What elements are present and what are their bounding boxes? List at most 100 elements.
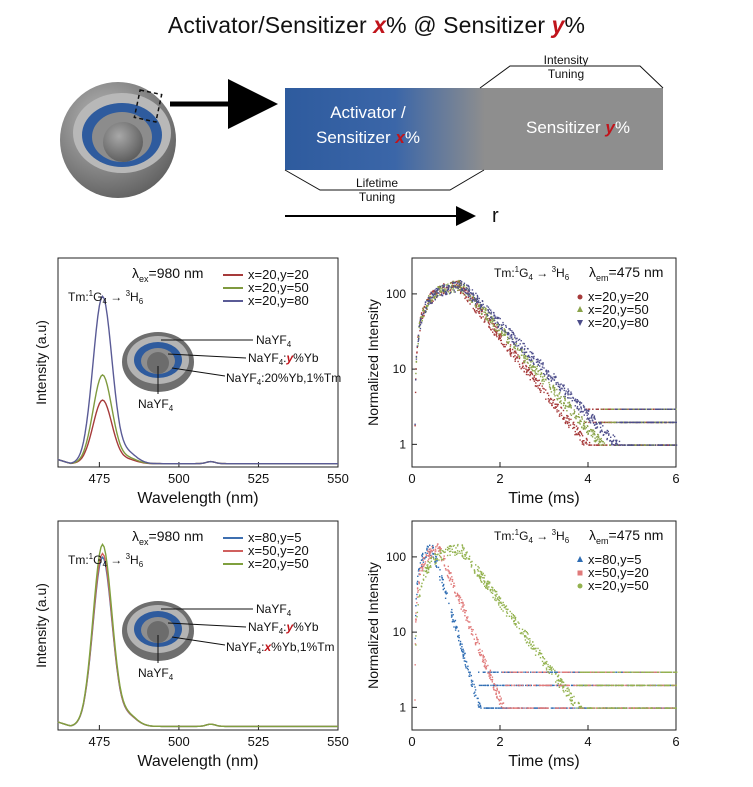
data-point <box>453 289 455 291</box>
data-point <box>606 438 608 441</box>
data-point <box>654 421 656 424</box>
transition-label: Tm:1G4 → 3H6 <box>68 289 144 306</box>
data-point <box>477 300 480 302</box>
data-point <box>544 374 546 376</box>
data-point <box>608 707 610 709</box>
data-point <box>512 331 514 334</box>
data-point <box>587 408 590 410</box>
data-point <box>490 684 492 687</box>
data-point <box>667 408 670 410</box>
data-point <box>533 647 535 650</box>
data-point <box>451 284 453 287</box>
data-point <box>496 330 498 332</box>
data-point <box>480 576 482 578</box>
data-point <box>447 288 449 291</box>
data-point <box>601 671 603 673</box>
inset-label-mid: NaYF4:y%Yb <box>248 620 319 636</box>
data-point <box>564 396 566 398</box>
data-point <box>495 316 497 318</box>
data-point <box>416 611 419 614</box>
data-point <box>554 387 556 389</box>
data-point <box>542 657 544 659</box>
data-point <box>514 350 517 352</box>
data-point <box>576 407 578 409</box>
data-point <box>583 707 585 709</box>
data-point <box>547 666 549 668</box>
data-point <box>497 322 499 324</box>
data-point <box>459 286 461 288</box>
transition-sub: 6 <box>139 560 144 569</box>
data-point <box>415 361 418 363</box>
data-point <box>460 286 462 289</box>
data-point <box>489 669 492 671</box>
data-point <box>532 707 534 709</box>
data-point <box>662 707 664 709</box>
data-point <box>594 437 596 439</box>
data-point <box>529 365 531 367</box>
data-point <box>566 690 569 692</box>
data-point <box>491 678 494 681</box>
data-point <box>461 544 463 546</box>
data-point <box>539 365 541 367</box>
data-point <box>619 671 622 673</box>
data-point <box>420 317 422 320</box>
data-point <box>477 308 479 310</box>
data-point <box>615 707 617 709</box>
data-point <box>487 314 489 317</box>
data-point <box>424 310 427 312</box>
data-point <box>450 578 452 581</box>
data-point <box>512 356 515 358</box>
data-point <box>503 604 505 606</box>
data-point <box>560 684 562 687</box>
data-point <box>464 291 466 294</box>
data-point <box>577 416 580 418</box>
data-point <box>474 689 477 691</box>
data-point <box>527 707 530 709</box>
formula-base: NaYF <box>256 333 287 347</box>
data-point <box>529 379 531 381</box>
data-point <box>531 671 534 673</box>
data-point <box>563 395 565 398</box>
data-point <box>541 366 544 368</box>
data-point <box>441 578 444 581</box>
data-point <box>560 678 562 680</box>
data-point <box>517 621 519 623</box>
data-point <box>526 369 528 371</box>
data-point <box>636 408 638 410</box>
data-point <box>620 444 623 446</box>
x-tick-label: 550 <box>327 471 349 486</box>
data-point <box>455 595 457 598</box>
data-point <box>669 421 671 424</box>
data-point <box>653 408 655 410</box>
data-point <box>583 425 585 427</box>
data-point <box>446 554 449 557</box>
data-point <box>463 547 465 549</box>
data-point <box>493 688 495 690</box>
data-point <box>453 291 455 293</box>
data-point <box>641 707 644 709</box>
data-point <box>496 598 498 600</box>
data-point <box>461 649 463 651</box>
data-point <box>445 569 447 571</box>
data-point <box>517 347 519 349</box>
data-point <box>585 427 587 429</box>
data-point <box>489 588 492 591</box>
data-point <box>455 287 457 289</box>
data-point <box>563 691 565 693</box>
data-point <box>588 441 591 444</box>
data-point <box>621 707 623 709</box>
data-point <box>451 580 454 582</box>
data-point <box>450 614 453 616</box>
data-point <box>499 707 501 709</box>
data-point <box>630 707 632 709</box>
data-point <box>592 432 594 434</box>
data-point <box>587 707 589 709</box>
data-point <box>605 431 607 433</box>
lambda-value: =980 nm <box>149 265 204 281</box>
data-point <box>502 323 505 326</box>
data-point <box>523 360 525 362</box>
data-point <box>535 707 537 709</box>
data-point <box>652 707 655 709</box>
data-point <box>520 340 522 342</box>
